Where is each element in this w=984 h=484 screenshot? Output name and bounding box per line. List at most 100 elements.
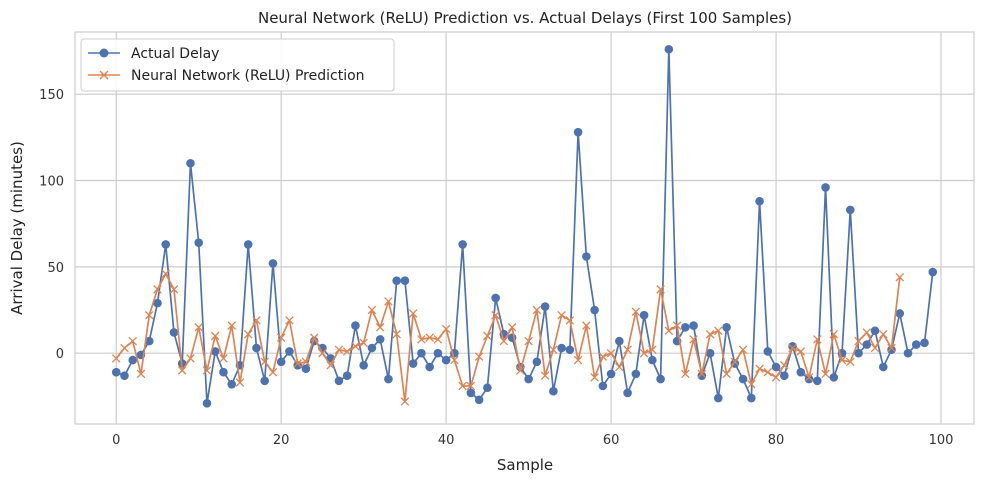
data-point bbox=[210, 331, 220, 341]
data-point bbox=[722, 369, 731, 379]
x-tick-label: 100 bbox=[929, 433, 954, 448]
data-point bbox=[466, 381, 476, 391]
data-point bbox=[730, 357, 740, 367]
data-point bbox=[903, 348, 913, 358]
data-point bbox=[771, 362, 781, 372]
data-point bbox=[268, 367, 278, 377]
x-tick-label: 80 bbox=[768, 433, 785, 448]
data-point bbox=[128, 355, 138, 365]
data-point bbox=[540, 371, 550, 380]
data-point bbox=[763, 367, 773, 377]
data-point bbox=[681, 369, 690, 379]
data-point bbox=[862, 340, 872, 349]
data-point bbox=[837, 355, 847, 365]
y-axis-title: Arrival Delay (minutes) bbox=[8, 141, 26, 315]
data-point bbox=[285, 316, 294, 325]
data-point bbox=[722, 322, 731, 332]
data-point bbox=[804, 374, 814, 384]
data-point bbox=[540, 302, 550, 311]
data-point bbox=[483, 331, 492, 341]
data-point bbox=[507, 323, 517, 332]
data-point bbox=[153, 298, 162, 308]
data-point bbox=[738, 374, 748, 384]
data-point bbox=[367, 343, 377, 353]
data-point bbox=[862, 328, 872, 337]
ticks-layer: 0 20 40 60 80 100 0 50 100 150 bbox=[39, 88, 953, 448]
data-point bbox=[243, 240, 253, 249]
data-point bbox=[491, 293, 500, 303]
series-layer bbox=[111, 44, 938, 408]
data-point bbox=[400, 276, 410, 285]
data-point bbox=[755, 196, 764, 206]
grid bbox=[75, 32, 974, 424]
data-point bbox=[796, 347, 806, 356]
data-point bbox=[681, 322, 690, 332]
data-point bbox=[829, 373, 839, 382]
data-point bbox=[441, 324, 451, 334]
data-point bbox=[408, 309, 418, 318]
data-point bbox=[227, 321, 236, 330]
data-point bbox=[458, 381, 467, 391]
data-point bbox=[705, 348, 715, 358]
data-point bbox=[590, 305, 599, 315]
data-point bbox=[771, 373, 781, 382]
data-point bbox=[408, 359, 418, 368]
x-axis-title: Sample bbox=[497, 456, 553, 474]
data-point bbox=[796, 367, 806, 377]
data-point bbox=[763, 347, 773, 356]
data-point bbox=[111, 354, 121, 363]
y-tick-label: 50 bbox=[47, 261, 64, 276]
data-point bbox=[780, 361, 789, 370]
data-point bbox=[697, 369, 707, 379]
data-point bbox=[590, 373, 599, 382]
legend-label-actual-delay: Actual Delay bbox=[131, 46, 219, 62]
data-point bbox=[400, 397, 410, 406]
data-point bbox=[384, 374, 393, 384]
data-point bbox=[111, 367, 121, 377]
data-point bbox=[516, 366, 525, 375]
data-point bbox=[268, 259, 278, 268]
legend: Actual Delay Neural Network (ReLU) Predi… bbox=[80, 38, 395, 92]
data-point bbox=[450, 355, 459, 365]
x-tick-label: 40 bbox=[438, 433, 455, 448]
data-point bbox=[854, 348, 863, 358]
data-point bbox=[639, 310, 649, 320]
plot-area-frame bbox=[74, 31, 975, 425]
data-point bbox=[565, 316, 575, 325]
data-point bbox=[780, 371, 789, 380]
data-point bbox=[367, 305, 377, 315]
data-point bbox=[425, 362, 434, 372]
data-point bbox=[318, 348, 327, 358]
data-point bbox=[136, 369, 146, 379]
data-point bbox=[285, 347, 294, 356]
data-point bbox=[549, 345, 558, 355]
data-point bbox=[417, 335, 426, 344]
x-tick-label: 60 bbox=[603, 433, 620, 448]
data-point bbox=[359, 360, 368, 370]
data-point bbox=[326, 361, 335, 370]
data-point bbox=[714, 326, 723, 336]
data-point bbox=[557, 310, 566, 320]
data-point bbox=[878, 362, 888, 372]
data-point bbox=[210, 347, 220, 356]
data-point bbox=[532, 357, 542, 367]
data-point bbox=[656, 374, 665, 384]
legend-entry-nn-prediction: Neural Network (ReLU) Prediction bbox=[88, 68, 365, 84]
data-point bbox=[252, 343, 261, 353]
data-point bbox=[887, 343, 896, 353]
data-point bbox=[194, 323, 203, 332]
data-point bbox=[351, 321, 360, 330]
data-point bbox=[557, 343, 566, 353]
data-point bbox=[177, 366, 187, 375]
data-point bbox=[813, 335, 822, 344]
data-point bbox=[441, 355, 451, 365]
data-point bbox=[648, 345, 657, 355]
data-point bbox=[342, 371, 352, 380]
data-point bbox=[243, 329, 253, 339]
data-point bbox=[573, 127, 583, 137]
data-point bbox=[144, 310, 154, 320]
data-point bbox=[235, 378, 245, 387]
data-point bbox=[606, 348, 616, 358]
data-point bbox=[755, 364, 764, 373]
data-point bbox=[375, 335, 385, 344]
